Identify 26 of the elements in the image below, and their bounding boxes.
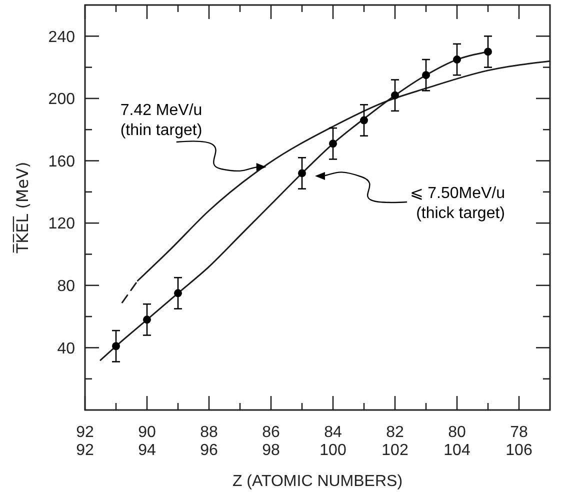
x-tick-label: 104 [444, 442, 470, 459]
x2-tick-label: 78 [510, 424, 528, 441]
annotation: ⩽ 7.50MeV/u (thick target) [410, 185, 505, 222]
x2-tick-label: 80 [448, 424, 466, 441]
x-axis-title: Z (ATOMIC NUMBERS) [232, 473, 403, 490]
x-tick-label: 100 [320, 442, 346, 459]
x-tick-label: 102 [382, 442, 408, 459]
y-tick-label: 80 [57, 278, 76, 295]
x2-tick-label: 82 [386, 424, 404, 441]
x2-tick-label: 88 [200, 424, 218, 441]
x2-tick-label: 90 [138, 424, 156, 441]
x-tick-label: 96 [200, 442, 218, 459]
x2-tick-label: 84 [324, 424, 342, 441]
x2-tick-label: 92 [76, 424, 94, 441]
x-tick-label: 92 [76, 442, 94, 459]
x-tick-label: 106 [506, 442, 532, 459]
y-tick-label: 40 [57, 340, 76, 358]
y-tick-label: 240 [48, 28, 76, 46]
x-tick-label: 94 [138, 442, 156, 459]
x-tick-label: 98 [262, 442, 280, 459]
x2-tick-label: 86 [262, 424, 280, 441]
y-tick-label: 160 [48, 153, 76, 170]
y-axis-title: T̅K̅E̅L̅ (MeV) [12, 162, 32, 254]
y-tick-label: 200 [48, 91, 76, 108]
y-tick-label: 120 [48, 216, 76, 233]
annotation: 7.42 MeV/u (thin target) [120, 102, 202, 139]
